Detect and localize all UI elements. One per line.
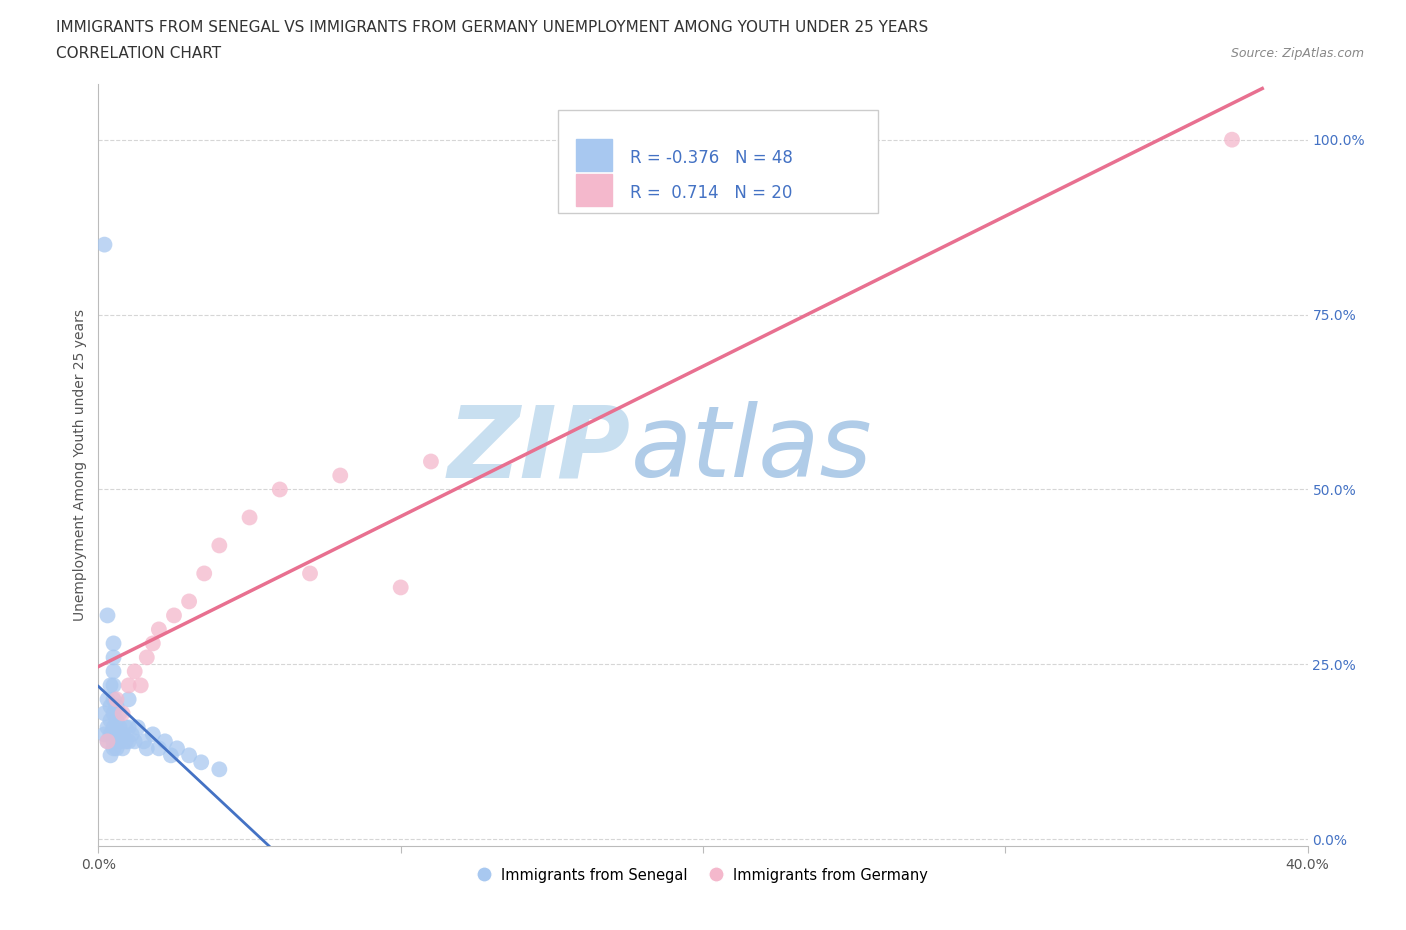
Text: atlas: atlas <box>630 401 872 498</box>
Point <box>93 237 115 252</box>
Point <box>142 636 165 651</box>
Legend: Immigrants from Senegal, Immigrants from Germany: Immigrants from Senegal, Immigrants from… <box>472 862 934 888</box>
Point <box>100 699 122 714</box>
Point <box>135 650 157 665</box>
Text: IMMIGRANTS FROM SENEGAL VS IMMIGRANTS FROM GERMANY UNEMPLOYMENT AMONG YOUTH UNDE: IMMIGRANTS FROM SENEGAL VS IMMIGRANTS FR… <box>56 20 928 35</box>
Point <box>96 720 118 735</box>
FancyBboxPatch shape <box>576 175 613 206</box>
Point <box>142 727 165 742</box>
Point <box>118 720 141 735</box>
Text: R =  0.714   N = 20: R = 0.714 N = 20 <box>630 184 793 202</box>
Point <box>100 713 122 728</box>
Point <box>103 692 125 707</box>
Point <box>124 664 146 679</box>
Text: ZIP: ZIP <box>447 401 630 498</box>
Point <box>269 482 291 497</box>
Point <box>103 720 125 735</box>
Point <box>389 580 412 595</box>
Point <box>103 741 125 756</box>
Point <box>111 741 134 756</box>
Point <box>420 454 443 469</box>
Point <box>111 727 134 742</box>
Point <box>179 594 201 609</box>
Point <box>105 741 128 756</box>
Point <box>114 720 136 735</box>
FancyBboxPatch shape <box>558 111 879 213</box>
Point <box>208 538 231 553</box>
Point <box>299 566 322 581</box>
FancyBboxPatch shape <box>576 140 613 171</box>
Point <box>1220 132 1243 147</box>
Text: Source: ZipAtlas.com: Source: ZipAtlas.com <box>1230 46 1364 60</box>
Point <box>108 720 131 735</box>
Point <box>148 622 170 637</box>
Point <box>179 748 201 763</box>
Point <box>103 678 125 693</box>
Y-axis label: Unemployment Among Youth under 25 years: Unemployment Among Youth under 25 years <box>73 309 87 621</box>
Point <box>190 755 212 770</box>
Point <box>103 734 125 749</box>
Point <box>105 699 128 714</box>
Point <box>129 678 152 693</box>
Point <box>105 692 128 707</box>
Text: CORRELATION CHART: CORRELATION CHART <box>56 46 221 61</box>
Point <box>96 734 118 749</box>
Point <box>114 734 136 749</box>
Point <box>153 734 176 749</box>
Point <box>105 727 128 742</box>
Point <box>239 510 262 525</box>
Point <box>163 608 186 623</box>
Point <box>103 636 125 651</box>
Point <box>135 741 157 756</box>
Point <box>103 664 125 679</box>
Point <box>93 706 115 721</box>
Point <box>96 692 118 707</box>
Point <box>103 706 125 721</box>
Point <box>108 706 131 721</box>
Point <box>121 727 143 742</box>
Point <box>111 706 134 721</box>
Point <box>118 678 141 693</box>
Point <box>93 727 115 742</box>
Point <box>118 692 141 707</box>
Point <box>193 566 215 581</box>
Point <box>96 608 118 623</box>
Point <box>160 748 183 763</box>
Point <box>166 741 188 756</box>
Point <box>100 727 122 742</box>
Point <box>329 468 352 483</box>
Point <box>105 713 128 728</box>
Point <box>118 734 141 749</box>
Text: R = -0.376   N = 48: R = -0.376 N = 48 <box>630 149 793 166</box>
Point <box>148 741 170 756</box>
Point <box>124 734 146 749</box>
Point <box>108 734 131 749</box>
Point <box>103 650 125 665</box>
Point <box>100 748 122 763</box>
Point <box>100 678 122 693</box>
Point <box>127 720 149 735</box>
Point <box>132 734 155 749</box>
Point <box>96 734 118 749</box>
Point <box>208 762 231 777</box>
